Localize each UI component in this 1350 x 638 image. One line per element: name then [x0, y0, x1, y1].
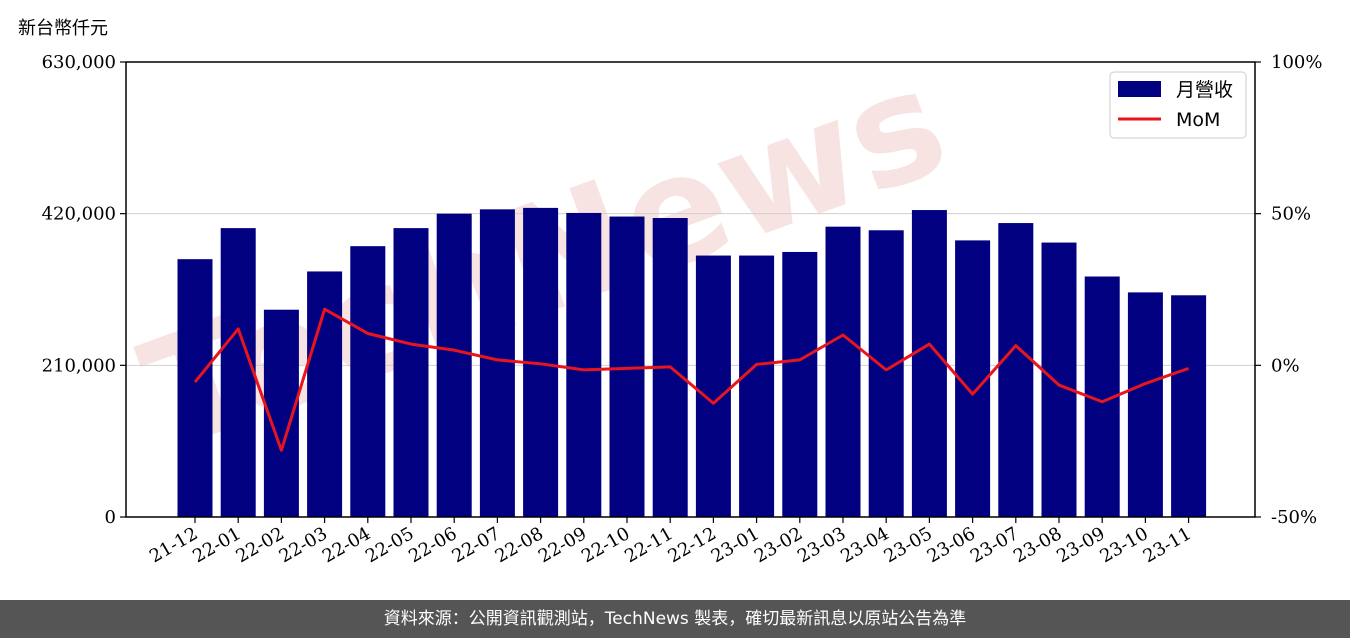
x-tick-label: 23-11 [1140, 523, 1195, 567]
mom-series-line [193, 307, 1190, 452]
bar-23-03 [825, 226, 861, 517]
x-tick-label: 23-06 [924, 523, 979, 567]
left-tick-label: 0 [105, 507, 116, 528]
x-tick-label: 23-01 [708, 523, 763, 567]
x-tick-label: 23-02 [751, 523, 806, 567]
bar-22-01 [220, 228, 256, 517]
left-tick-label: 210,000 [42, 355, 116, 376]
chart: TechNews 0210,000420,000630,000-50%0%50%… [18, 18, 1322, 567]
bar-23-08 [1041, 242, 1077, 518]
x-tick-label: 22-01 [189, 523, 244, 567]
x-tick-label: 23-08 [1010, 523, 1065, 567]
legend-swatch-bar [1118, 81, 1161, 97]
bar-23-01 [739, 255, 775, 518]
x-tick-label: 22-11 [621, 523, 676, 567]
mom-line [193, 307, 1190, 452]
left-tick-label: 630,000 [42, 52, 116, 73]
left-tick-label: 420,000 [42, 204, 116, 225]
legend-label-revenue: 月營收 [1176, 79, 1233, 101]
x-tick-label: 23-03 [794, 523, 849, 567]
x-tick-label: 22-10 [578, 523, 633, 567]
bar-21-12 [177, 259, 213, 517]
bar-22-12 [695, 255, 731, 518]
bar-23-11 [1171, 295, 1207, 517]
x-tick-label: 23-10 [1096, 523, 1151, 567]
x-tick-label: 22-09 [535, 523, 590, 567]
legend-label-mom: MoM [1176, 109, 1220, 131]
bar-22-06 [436, 213, 472, 517]
x-tick-label: 23-05 [880, 523, 935, 567]
x-tick-label: 22-12 [664, 523, 719, 567]
footer-banner: 資料來源：公開資訊觀測站，TechNews 製表，確切最新訊息以原站公告為準 [0, 600, 1350, 638]
x-tick-label: 23-09 [1053, 523, 1108, 567]
plot-frame [125, 61, 1256, 518]
bar-23-02 [782, 251, 818, 517]
x-tick-label: 22-05 [362, 523, 417, 567]
x-tick-label: 22-08 [492, 523, 547, 567]
x-tick-label: 21-12 [146, 523, 201, 567]
right-tick-label: 50% [1271, 204, 1311, 225]
x-tick-label: 22-06 [405, 523, 460, 567]
bar-22-05 [393, 228, 429, 517]
bar-22-09 [566, 212, 602, 517]
right-tick-label: 100% [1271, 52, 1322, 73]
x-tick-label: 22-02 [232, 523, 287, 567]
bars [177, 207, 1207, 518]
bar-22-04 [350, 246, 386, 517]
bar-23-07 [998, 223, 1034, 518]
x-tick-label: 22-04 [319, 523, 374, 567]
x-tick-label: 22-03 [276, 523, 331, 567]
x-tick-label: 23-04 [837, 523, 892, 567]
right-tick-label: -50% [1271, 507, 1317, 528]
right-tick-label: 0% [1271, 355, 1300, 376]
legend: 月營收 MoM [1109, 71, 1247, 139]
x-tick-label: 23-07 [967, 523, 1022, 567]
bar-22-07 [479, 209, 515, 518]
unit-label: 新台幣仟元 [18, 18, 108, 39]
bar-23-04 [868, 230, 904, 517]
x-tick-label: 22-07 [448, 523, 503, 567]
bar-23-05 [911, 210, 947, 518]
bar-23-10 [1127, 292, 1163, 517]
